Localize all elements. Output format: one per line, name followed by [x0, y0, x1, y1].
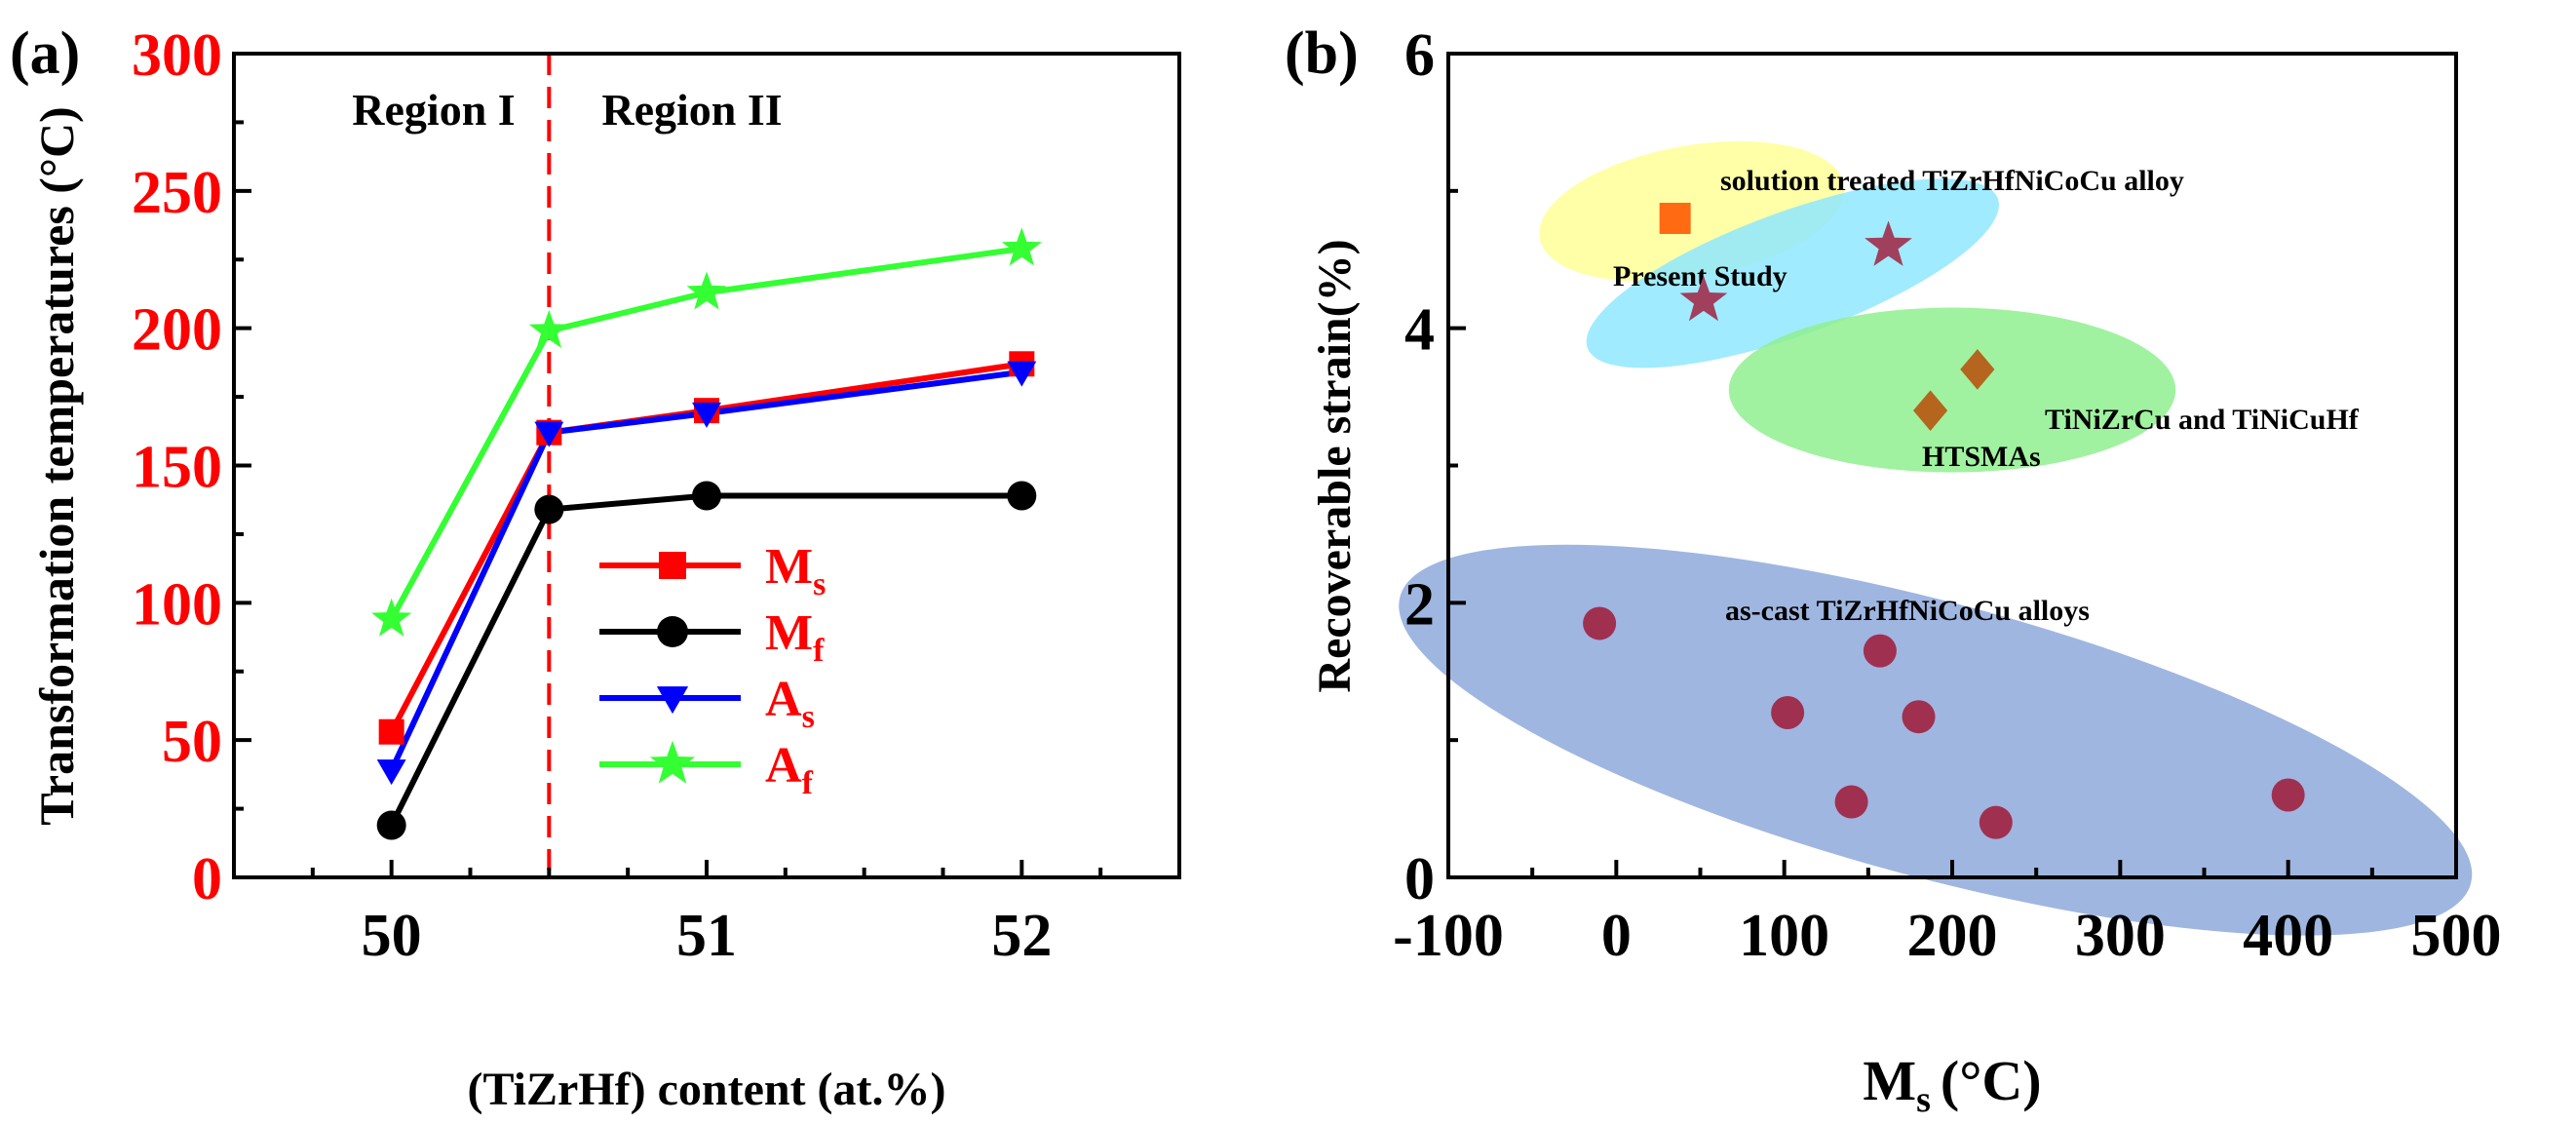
panel-b-x-axis-title-subscript: s: [1916, 1079, 1931, 1120]
panel-a-point-As: [1007, 361, 1037, 387]
panel-a-frame: [232, 52, 1181, 879]
panel-a-y-tick-label: 250: [132, 160, 222, 226]
panel-a-x-axis-title: (TiZrHf) content (at.%): [467, 1064, 945, 1115]
panel-b-y-tick-label: 6: [1404, 22, 1435, 89]
panel-b-x-tick-label: 100: [1739, 903, 1829, 969]
panel-a-y-tick-label: 150: [132, 435, 222, 501]
panel-a-legend-label-main: A: [765, 672, 802, 727]
panel-a-point-As: [376, 759, 406, 786]
panel-a-point-Af: [1001, 227, 1042, 266]
panel-a-legend-label-subscript: s: [802, 699, 815, 735]
panel-a-series-line-Af: [389, 246, 1022, 621]
panel-a-point-Af: [686, 271, 727, 310]
panel-a-legend-label-main: M: [765, 605, 813, 661]
panel-a-legend-label-Ms: Ms: [765, 539, 826, 602]
panel-a-legend-label-subscript: f: [813, 633, 825, 669]
panel-b-point: [1902, 700, 1936, 734]
panel-a-x-tick-label: 52: [991, 903, 1052, 969]
panel-a-legend-label-main: M: [765, 539, 813, 595]
panel-b-x-axis-title: Ms (°C): [1863, 1049, 2041, 1120]
panel-b-point: [1865, 220, 1912, 266]
panel-a-legend-marker-Ms: [659, 552, 686, 579]
panel-a-point-Mf: [1007, 481, 1037, 511]
panel-b-y-axis-title: Recoverable strain(%): [1309, 239, 1361, 692]
panel-a-y-tick-label: 100: [132, 571, 222, 638]
panel-b-point: [1979, 805, 2013, 839]
panel-b-label: (b): [1285, 20, 1359, 87]
panel-a-y-axis-title: Transformation temperatures (°C): [29, 106, 84, 825]
panel-a-point-Af: [371, 598, 412, 637]
panel-b-point: [1679, 275, 1728, 322]
panel-b-x-tick-label: 400: [2243, 903, 2333, 969]
panel-a-x-tick-label: 50: [362, 903, 422, 969]
panel-a-series-line-As: [388, 369, 1022, 772]
panel-b-group-region: [1728, 307, 2176, 473]
panel-b-x-tick-label: 0: [1601, 903, 1632, 969]
panel-b-x-axis-title-main: M: [1863, 1049, 1916, 1112]
panel-a-region-2-label: Region II: [601, 85, 782, 135]
panel-a-series-line-Mf: [389, 492, 1022, 827]
panel-a-legend-label-As: As: [765, 672, 815, 735]
panel-a-legend-label-subscript: f: [802, 765, 814, 801]
panel-a-y-tick-label: 300: [132, 22, 222, 89]
panel-a-legend-label-subscript: s: [813, 566, 826, 602]
panel-a-legend-label-Mf: Mf: [765, 605, 825, 669]
panel-b-point: [1834, 785, 1868, 819]
panel-b-group-label: solution treated TiZrHfNiCoCu alloy: [1720, 165, 2184, 197]
panel-a-x-tick-label: 51: [676, 903, 737, 969]
panel-b-x-tick-label: -100: [1393, 903, 1504, 969]
panel-a-label: (a): [10, 20, 80, 87]
panel-a-legend-label-Af: Af: [765, 738, 814, 801]
panel-a-y-tick-label: 0: [192, 846, 222, 912]
panel-a-y-tick-label: 50: [162, 709, 222, 775]
panel-a-legend-marker-As: [656, 686, 689, 715]
panel-b-point: [1960, 349, 1995, 390]
panel-a-point-As: [692, 402, 721, 428]
panel-b-point: [1863, 634, 1897, 668]
panel-b-group-label-line2: HTSMAs: [1922, 441, 2041, 473]
panel-b-x-tick-label: 300: [2075, 903, 2166, 969]
panel-a-region-1-label: Region I: [352, 85, 515, 135]
panel-a-legend-marker-Af: [649, 740, 696, 784]
panel-b-point: [1583, 606, 1617, 640]
panel-a-point-Mf: [376, 810, 406, 840]
panel-b-x-tick-label: 200: [1907, 903, 1998, 969]
panel-a-legend-label-main: A: [765, 738, 802, 794]
panel-b-y-tick-label: 4: [1404, 297, 1435, 364]
panel-a-point-Mf: [692, 481, 721, 511]
panel-a-point-Mf: [534, 494, 564, 524]
panel-b-point: [2271, 778, 2305, 812]
panel-b-group-region: [1399, 544, 2473, 936]
panel-b-x-tick-label: 500: [2411, 903, 2502, 969]
panel-b-group-label: as-cast TiZrHfNiCoCu alloys: [1725, 595, 2090, 627]
panel-b-x-axis-title-unit: (°C): [1941, 1049, 2042, 1112]
panel-a-legend-marker-Mf: [657, 616, 688, 647]
panel-a-point-As: [534, 421, 564, 447]
panel-b-plot-area: solution treated TiZrHfNiCoCu alloyPrese…: [1393, 22, 2502, 969]
panel-a-point-Af: [528, 309, 569, 348]
panel-a-point-Ms: [378, 718, 404, 745]
panel-b-y-tick-label: 0: [1404, 846, 1435, 912]
panel-b-point: [1771, 696, 1805, 729]
panel-b-point: [1659, 203, 1691, 234]
panel-b-group-label: TiNiZrCu and TiNiCuHf: [2045, 404, 2360, 436]
panel-b-point: [1912, 390, 1948, 431]
panel-b: (b) solution treated TiZrHfNiCoCu alloyP…: [1285, 20, 2502, 1120]
panel-a-y-tick-label: 200: [132, 297, 222, 364]
panel-b-y-tick-label: 2: [1404, 571, 1435, 638]
